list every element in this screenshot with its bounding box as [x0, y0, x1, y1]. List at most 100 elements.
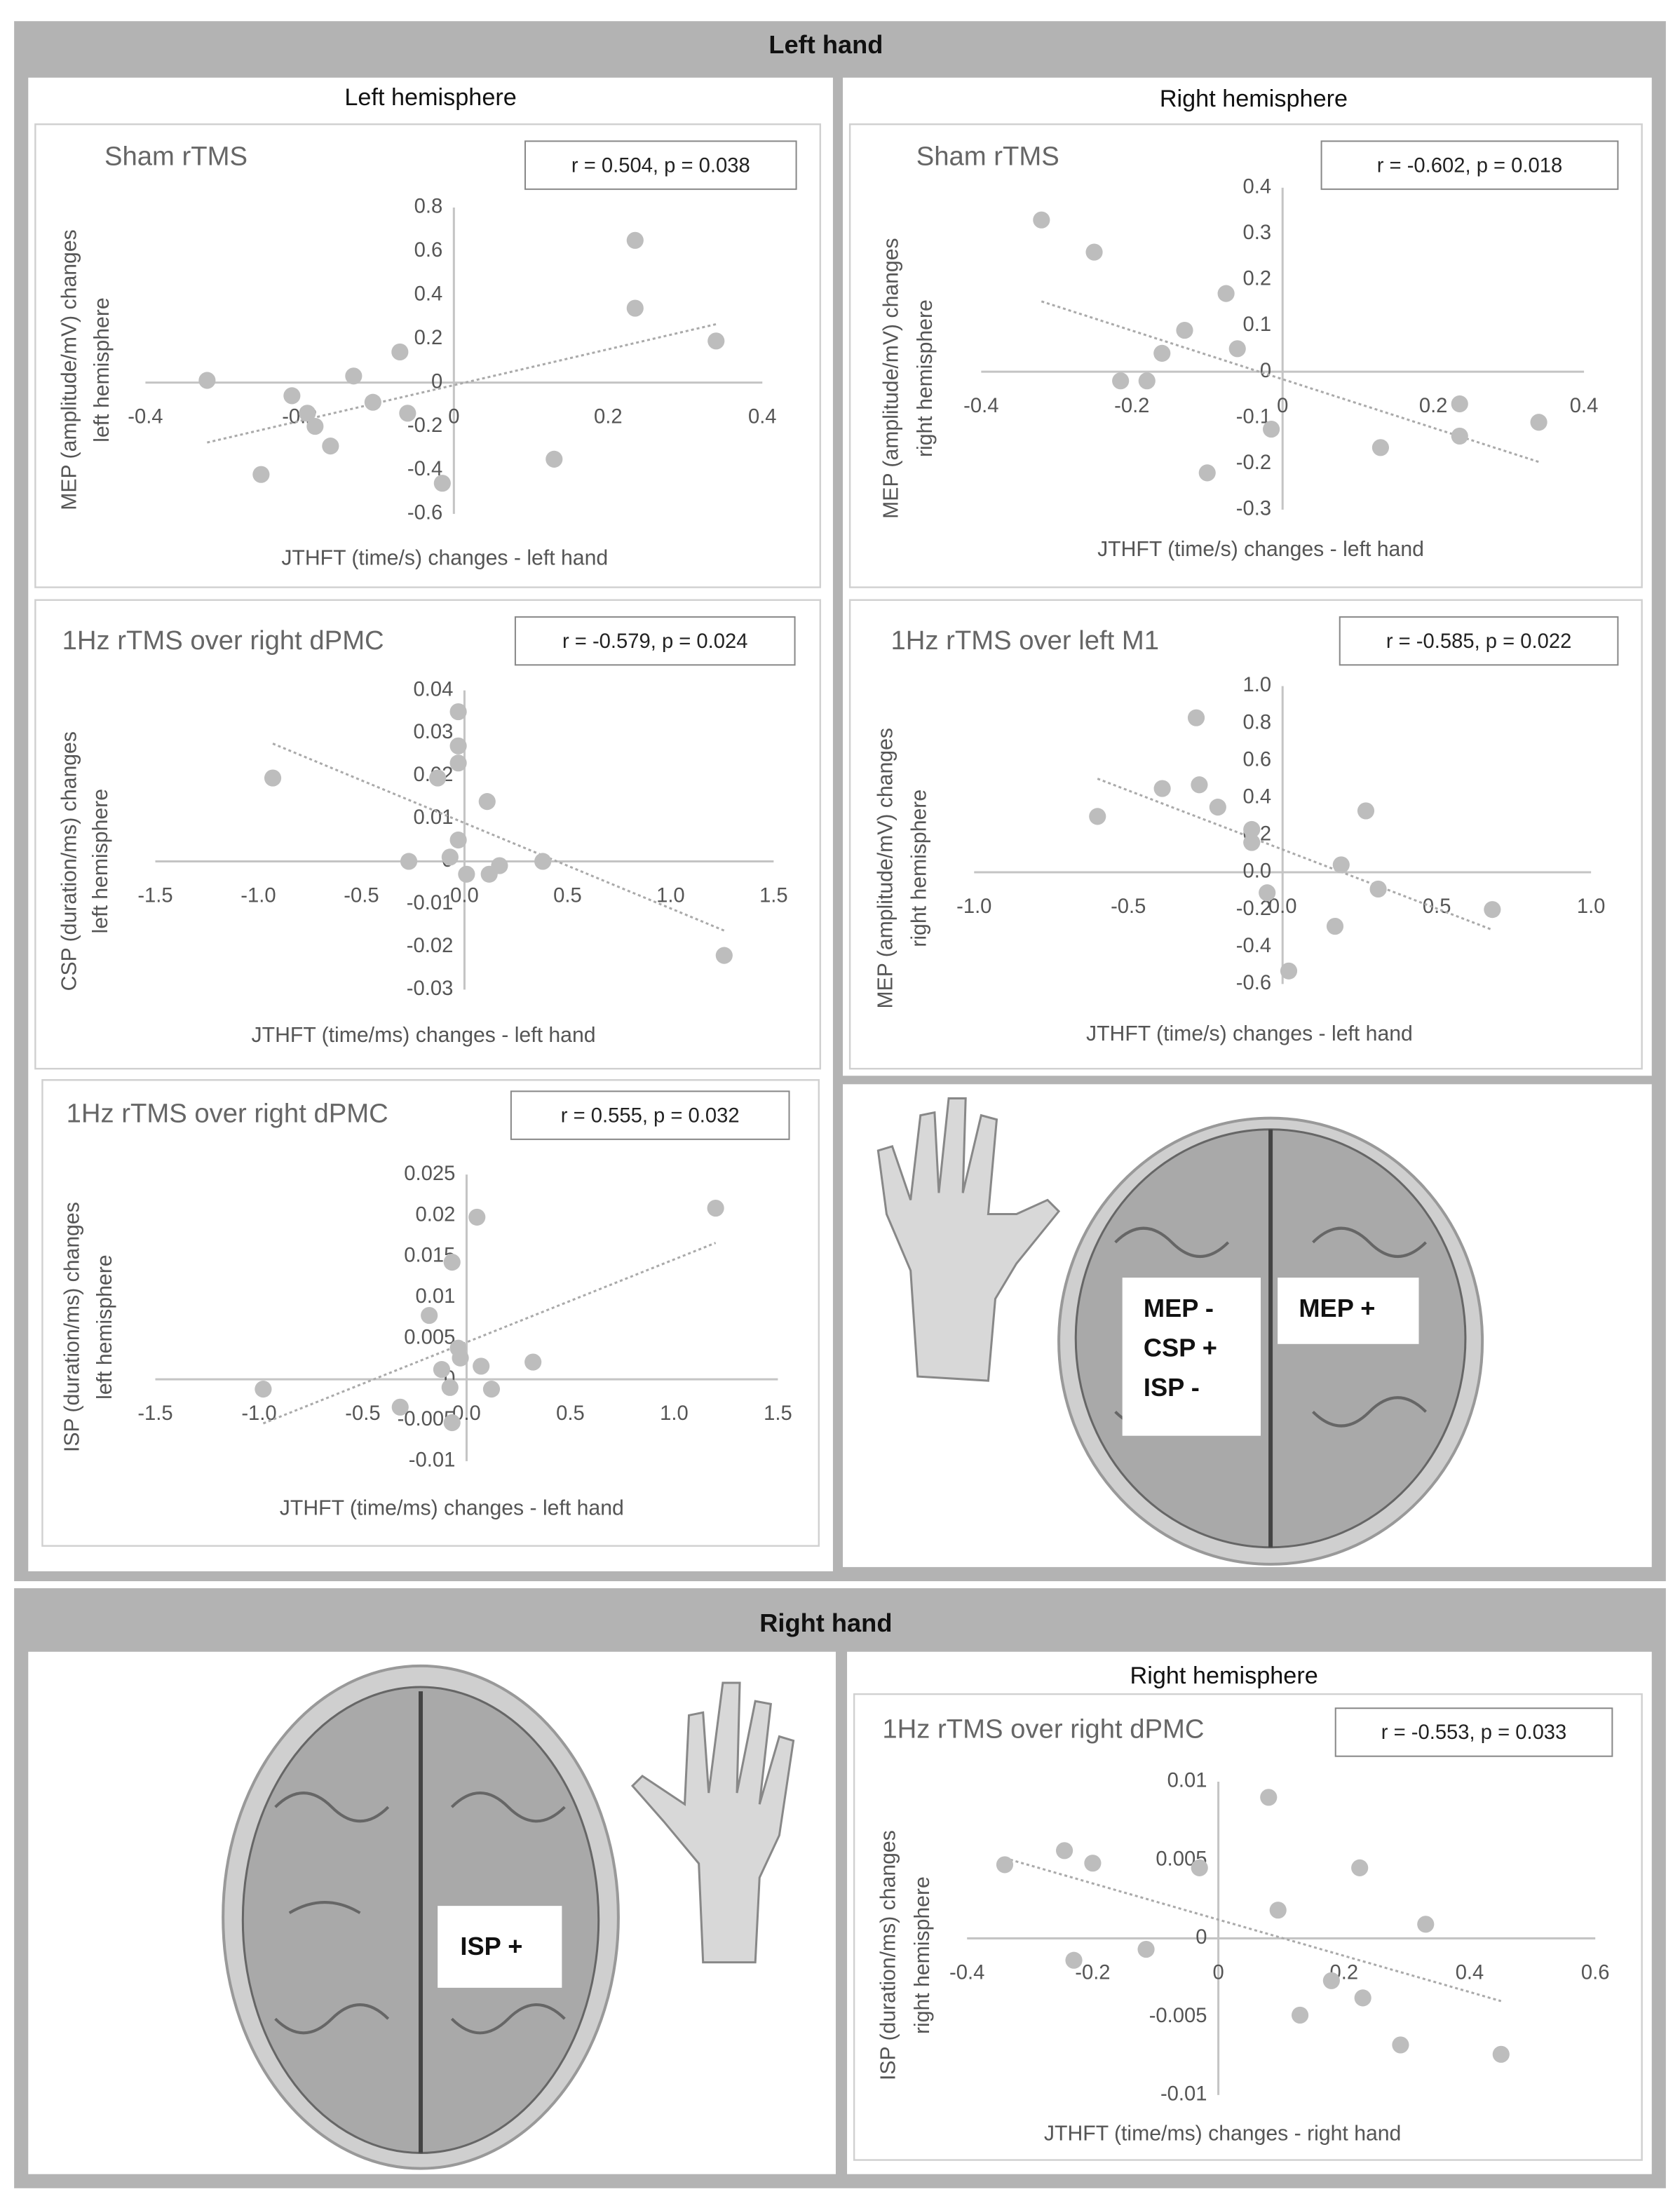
y-axis-label: MEP (amplitude/mV) changes	[58, 229, 81, 510]
x-tick-label: 1.0	[1577, 895, 1606, 918]
panel-title: Right hemisphere	[1130, 1662, 1318, 1689]
y-tick-label: -0.4	[407, 458, 442, 480]
data-point	[715, 947, 733, 964]
x-tick-label: -0.4	[949, 1961, 984, 1984]
brain-illustration	[1057, 1116, 1484, 1566]
data-point	[707, 332, 725, 350]
y-axis-label: left hemisphere	[93, 1254, 116, 1399]
data-point	[433, 475, 451, 492]
data-point	[1530, 414, 1547, 431]
y-tick-label: 0	[1195, 1926, 1207, 1949]
data-point	[1138, 372, 1156, 390]
panel-title: Left hemisphere	[344, 84, 516, 111]
y-tick-label: -0.02	[407, 935, 454, 957]
data-point	[1198, 464, 1216, 482]
data-point	[443, 1254, 461, 1271]
y-tick-label: 0.3	[1243, 222, 1272, 244]
y-tick-label: -0.4	[1236, 935, 1271, 957]
x-tick-label: -0.2	[1075, 1961, 1110, 1984]
annotation-box	[1339, 616, 1619, 666]
data-point	[449, 737, 467, 754]
y-axis-label: left hemisphere	[89, 789, 112, 933]
data-point	[1269, 1902, 1287, 1919]
data-point	[1056, 1842, 1073, 1860]
data-point	[433, 1361, 451, 1379]
x-axis-label: JTHFT (time/s) changes - left hand	[1097, 538, 1424, 561]
data-point	[478, 793, 496, 811]
data-point	[283, 387, 301, 405]
chart-title: Sham rTMS	[916, 142, 1059, 172]
data-point	[252, 466, 270, 483]
data-point	[1326, 917, 1344, 935]
x-tick-label: 0.2	[1419, 395, 1448, 417]
annotation-box	[510, 1090, 790, 1140]
chart-frame	[34, 123, 822, 588]
data-point	[1033, 211, 1050, 229]
x-tick-label: -1.5	[137, 885, 172, 907]
section-title: Right hand	[759, 1608, 892, 1637]
chart-frame	[34, 599, 822, 1070]
data-point	[468, 1208, 486, 1226]
data-point	[1332, 856, 1350, 874]
data-point	[1065, 1951, 1083, 1969]
data-point	[491, 857, 508, 874]
data-point	[429, 769, 447, 787]
data-point	[452, 1349, 469, 1367]
x-tick-label: -0.5	[344, 885, 379, 907]
y-tick-label: -0.2	[1236, 898, 1271, 920]
y-tick-label: -0.2	[1236, 452, 1271, 474]
chart-frame	[848, 123, 1643, 588]
data-point	[449, 703, 467, 721]
x-axis-label: JTHFT (time/ms) changes - left hand	[252, 1024, 596, 1047]
data-point	[1280, 962, 1298, 980]
data-point	[1089, 808, 1106, 825]
annotation-box	[1334, 1707, 1613, 1757]
data-point	[1243, 834, 1261, 851]
y-tick-label: 0.8	[414, 196, 443, 218]
y-tick-label: 0.01	[416, 1285, 456, 1308]
x-axis-label: JTHFT (time/s) changes - left hand	[281, 546, 608, 569]
y-tick-label: -0.005	[1149, 2005, 1207, 2027]
brain-label: CSP +	[1144, 1333, 1217, 1362]
trendline	[272, 743, 725, 932]
annotation-box	[1320, 140, 1619, 190]
annotation: r = -0.553, p = 0.033	[1381, 1721, 1567, 1744]
x-tick-label: 0.5	[553, 885, 582, 907]
x-tick-label: 0	[1212, 1961, 1224, 1984]
data-point	[546, 450, 563, 468]
data-point	[482, 1381, 501, 1398]
data-point	[306, 417, 324, 435]
x-tick-label: 0	[1277, 395, 1288, 417]
chart-frame	[41, 1079, 820, 1547]
data-point	[1369, 880, 1387, 898]
x-axis-label: JTHFT (time/s) changes - left hand	[1086, 1022, 1413, 1045]
annotation: r = -0.602, p = 0.018	[1377, 154, 1563, 177]
annotation: r = 0.555, p = 0.032	[561, 1104, 740, 1127]
data-point	[1484, 901, 1501, 919]
y-tick-label: 0.4	[1243, 175, 1272, 198]
data-point	[255, 1381, 272, 1398]
y-axis-label: MEP (amplitude/mV) changes	[879, 238, 902, 518]
y-tick-label: 0.6	[414, 239, 443, 262]
data-point	[626, 299, 644, 317]
data-point	[1191, 1859, 1208, 1876]
trendline	[1004, 1857, 1502, 2003]
data-point	[198, 372, 216, 389]
data-point	[299, 405, 316, 422]
y-tick-label: 0.2	[414, 327, 443, 349]
y-tick-label: -0.01	[1160, 2083, 1207, 2106]
data-point	[1176, 322, 1193, 339]
x-tick-label: -0.5	[1111, 895, 1146, 918]
y-tick-label: 1.0	[1243, 674, 1272, 696]
y-tick-label: 0.1	[1243, 313, 1272, 336]
x-tick-label: 1.5	[759, 885, 788, 907]
data-point	[391, 1398, 409, 1416]
trendline	[262, 1242, 717, 1425]
data-point	[1191, 776, 1208, 794]
annotation-box	[514, 616, 796, 666]
hand-illustration	[876, 1097, 1061, 1382]
x-tick-label: 1.5	[764, 1402, 792, 1425]
data-point	[1228, 340, 1246, 358]
data-point	[996, 1856, 1014, 1874]
